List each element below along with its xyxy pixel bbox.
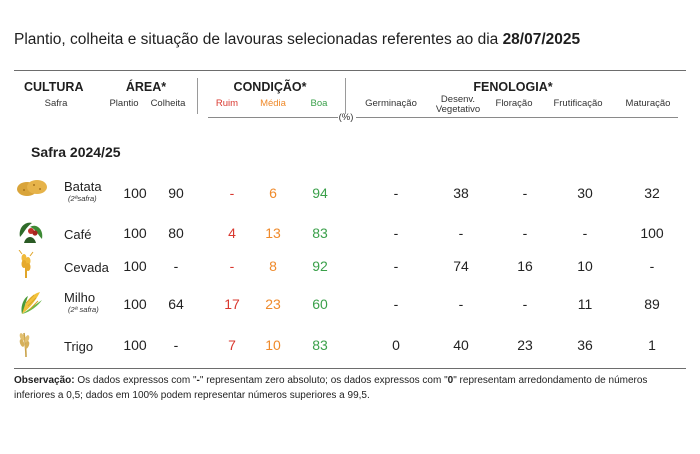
cell-maturacao: 100 — [640, 225, 664, 241]
header-cultura: CULTURA — [24, 80, 84, 94]
separator-area-condicao — [197, 78, 198, 114]
cell-maturacao: 1 — [648, 337, 656, 353]
observation-dash: - — [196, 375, 200, 386]
cell-colheita: 80 — [168, 225, 184, 241]
cell-media: 6 — [269, 185, 277, 201]
page-title: Plantio, colheita e situação de lavouras… — [14, 31, 580, 49]
cell-desenv: 38 — [453, 185, 469, 201]
cell-plantio: 100 — [123, 296, 147, 312]
coffee-icon — [16, 217, 46, 247]
cell-frutificacao: - — [582, 225, 588, 241]
cell-maturacao: 89 — [644, 296, 660, 312]
header-fenologia: FENOLOGIA* — [473, 80, 553, 94]
header-desenv-line2: Vegetativo — [435, 104, 481, 115]
observation-zero: 0 — [447, 375, 454, 386]
cell-colheita: 90 — [168, 185, 184, 201]
header-germinacao: Germinação — [365, 98, 417, 109]
crop-name: Batata — [64, 179, 102, 194]
wheat-icon — [16, 329, 36, 359]
cell-media: 13 — [265, 225, 281, 241]
header-safra: Safra — [44, 98, 68, 109]
header-rule-left — [208, 117, 338, 118]
observation-note: Observação: Os dados expressos com "-" r… — [14, 373, 686, 403]
title-date: 28/07/2025 — [502, 31, 581, 48]
crop-season-note: (2ª safra) — [68, 305, 99, 314]
cell-floracao: 23 — [517, 337, 533, 353]
cell-frutificacao: 10 — [577, 258, 593, 274]
cell-colheita: - — [173, 337, 179, 353]
header-area: ÁREA* — [125, 80, 167, 94]
cell-media: 8 — [269, 258, 277, 274]
cell-boa: 83 — [312, 225, 328, 241]
cell-plantio: 100 — [123, 185, 147, 201]
cell-plantio: 100 — [123, 258, 147, 274]
crop-name: Café — [64, 227, 92, 242]
cell-colheita: 64 — [168, 296, 184, 312]
cell-ruim: - — [229, 185, 235, 201]
cell-ruim: - — [229, 258, 235, 274]
cell-frutificacao: 36 — [577, 337, 593, 353]
header-ruim: Ruim — [215, 98, 239, 109]
section-label: Safra 2024/25 — [31, 144, 121, 160]
header-floracao: Floração — [495, 98, 533, 109]
cell-germinacao: - — [393, 185, 399, 201]
observation-text-1: Os dados expressos com " — [74, 375, 197, 386]
crop-name: Trigo — [64, 339, 94, 354]
cell-boa: 60 — [312, 296, 328, 312]
cell-frutificacao: 30 — [577, 185, 593, 201]
crop-name: Cevada — [64, 260, 109, 275]
observation-label: Observação: — [14, 375, 75, 386]
cell-colheita: - — [173, 258, 179, 274]
cell-desenv: - — [458, 296, 464, 312]
potato-icon — [16, 177, 48, 199]
cell-germinacao: - — [393, 225, 399, 241]
header-media: Média — [260, 98, 286, 109]
header-rule-right — [356, 117, 678, 118]
observation-text-3: " representam arredondamento de números … — [14, 375, 648, 401]
cell-media: 23 — [265, 296, 281, 312]
cell-ruim: 17 — [224, 296, 240, 312]
crop-name: Milho — [64, 290, 96, 305]
corn-icon — [16, 288, 46, 318]
cell-desenv: 74 — [453, 258, 469, 274]
title-text: Plantio, colheita e situação de lavouras… — [14, 31, 503, 48]
cell-ruim: 7 — [228, 337, 236, 353]
cell-media: 10 — [265, 337, 281, 353]
cell-boa: 92 — [312, 258, 328, 274]
cell-frutificacao: 11 — [577, 296, 593, 312]
cell-desenv: - — [458, 225, 464, 241]
bottom-rule — [14, 368, 686, 369]
unit-label: (%) — [338, 112, 354, 123]
cell-germinacao: 0 — [392, 337, 400, 353]
cell-plantio: 100 — [123, 225, 147, 241]
cell-floracao: - — [522, 296, 528, 312]
cell-floracao: - — [522, 185, 528, 201]
header-condicao: CONDIÇÃO* — [233, 80, 307, 94]
barley-icon — [16, 250, 36, 280]
separator-condicao-fenologia — [345, 78, 346, 114]
observation-text-2: " representam zero absoluto; os dados ex… — [199, 375, 448, 386]
header-colheita: Colheita — [150, 98, 186, 109]
header-frutificacao: Frutificação — [553, 98, 603, 109]
header-desenv-line1: Desenv. — [440, 94, 476, 105]
cell-ruim: 4 — [228, 225, 236, 241]
cell-maturacao: - — [649, 258, 655, 274]
cell-germinacao: - — [393, 258, 399, 274]
cell-germinacao: - — [393, 296, 399, 312]
crop-season-note: (2ªsafra) — [68, 194, 97, 203]
cell-boa: 83 — [312, 337, 328, 353]
cell-boa: 94 — [312, 185, 328, 201]
cell-plantio: 100 — [123, 337, 147, 353]
cell-maturacao: 32 — [644, 185, 660, 201]
cell-floracao: 16 — [517, 258, 533, 274]
cell-floracao: - — [522, 225, 528, 241]
header-plantio: Plantio — [109, 98, 139, 109]
header-maturacao: Maturação — [625, 98, 671, 109]
top-rule — [14, 70, 686, 71]
cell-desenv: 40 — [453, 337, 469, 353]
header-boa: Boa — [310, 98, 328, 109]
